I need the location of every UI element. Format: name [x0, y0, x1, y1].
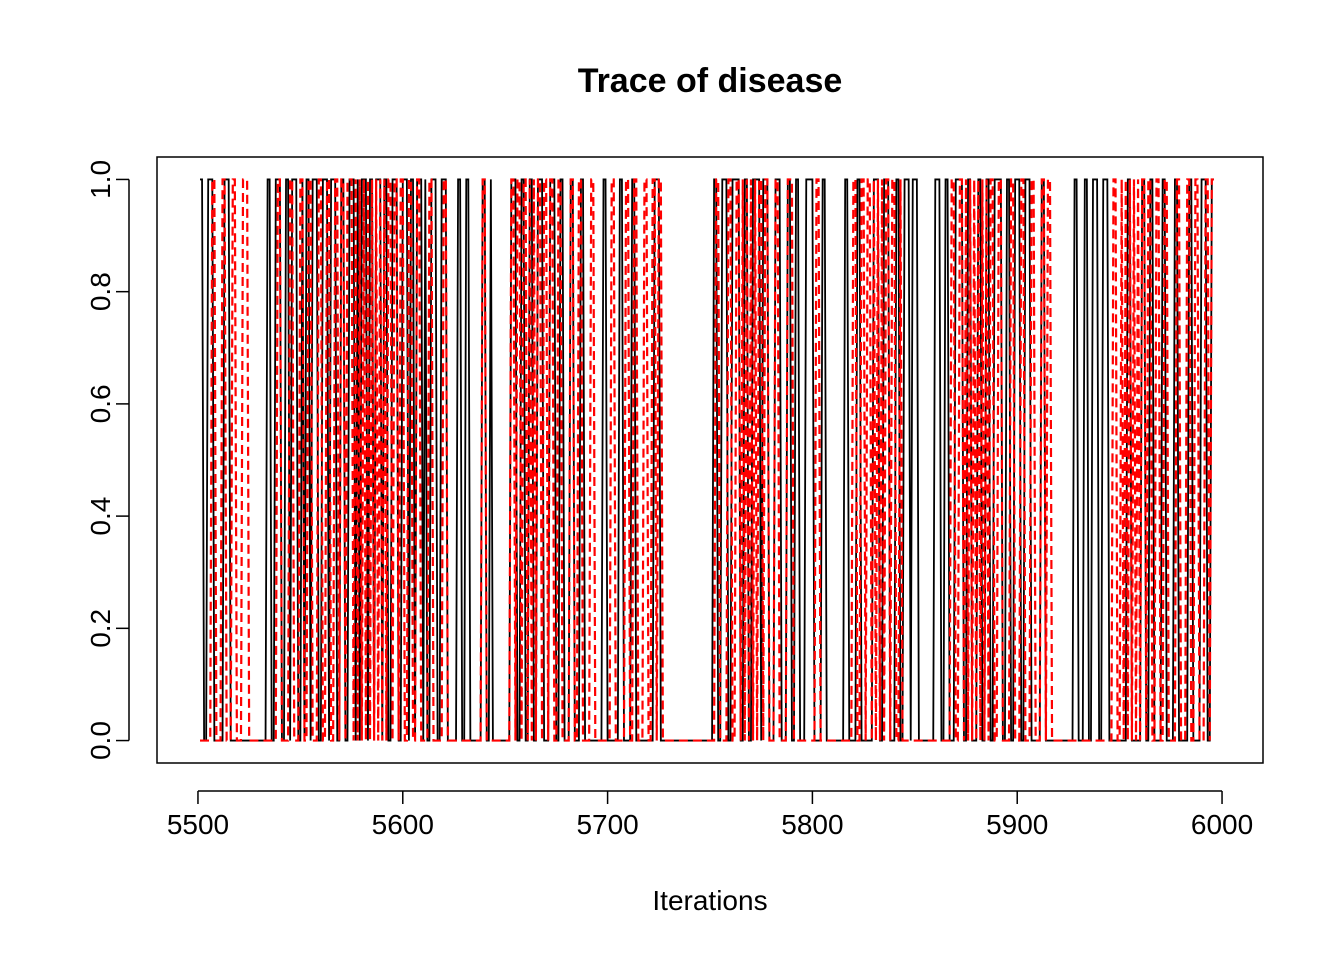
series-layer: [200, 178, 1214, 742]
x-tick-label: 5800: [781, 809, 843, 840]
y-axis: 0.0 0.2 0.4 0.6 0.8 1.0: [85, 160, 130, 760]
x-tick-label: 5700: [576, 809, 638, 840]
y-tick-label: 0.6: [85, 384, 116, 423]
y-tick-label: 0.0: [85, 721, 116, 760]
x-tick-label: 5500: [167, 809, 229, 840]
plot-frame: [156, 156, 1264, 764]
series-line-2: [200, 178, 1214, 742]
y-tick-label: 0.4: [85, 497, 116, 536]
x-axis: 5500 5600 5700 5800 5900 6000: [167, 790, 1253, 840]
y-tick-label: 1.0: [85, 160, 116, 199]
chart-title: Trace of disease: [578, 62, 843, 100]
x-axis-label: Iterations: [652, 885, 767, 916]
x-tick-label: 5600: [372, 809, 434, 840]
x-tick-label: 5900: [986, 809, 1048, 840]
y-tick-label: 0.8: [85, 272, 116, 311]
x-tick-label: 6000: [1191, 809, 1253, 840]
y-tick-label: 0.2: [85, 609, 116, 648]
